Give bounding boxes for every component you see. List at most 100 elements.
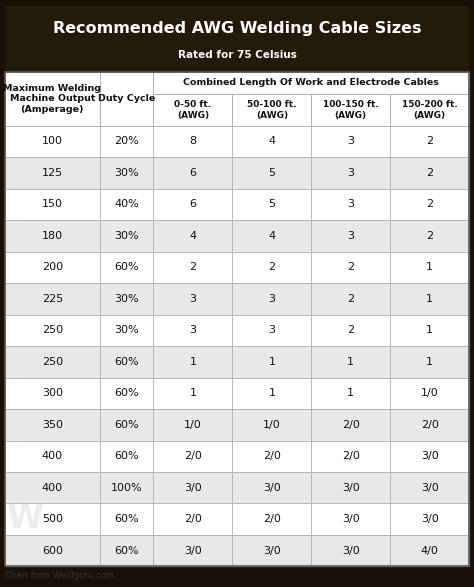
Text: 1: 1 xyxy=(426,357,433,367)
Text: 2/0: 2/0 xyxy=(263,514,281,524)
Bar xyxy=(232,252,311,283)
Bar xyxy=(5,377,100,409)
Bar xyxy=(311,346,390,377)
Bar xyxy=(390,440,469,472)
Text: 150-200 ft.
(AWG): 150-200 ft. (AWG) xyxy=(402,100,458,120)
Bar xyxy=(232,283,311,315)
Text: 2: 2 xyxy=(426,231,433,241)
Bar xyxy=(154,440,232,472)
Text: 3: 3 xyxy=(347,136,354,146)
Text: 2: 2 xyxy=(347,294,355,304)
Text: 180: 180 xyxy=(42,231,63,241)
Text: 2: 2 xyxy=(426,168,433,178)
Text: Combined Length Of Work and Electrode Cables: Combined Length Of Work and Electrode Ca… xyxy=(183,79,439,87)
Bar xyxy=(5,535,100,566)
Bar xyxy=(154,472,232,504)
Text: 3: 3 xyxy=(347,168,354,178)
Text: 400: 400 xyxy=(42,483,63,492)
Bar xyxy=(311,220,390,252)
Bar xyxy=(311,283,390,315)
Text: 1/0: 1/0 xyxy=(184,420,202,430)
Bar xyxy=(5,472,100,504)
Text: 1/0: 1/0 xyxy=(263,420,281,430)
Text: 60%: 60% xyxy=(114,357,139,367)
Bar xyxy=(5,315,100,346)
Text: 125: 125 xyxy=(42,168,63,178)
Text: 100-150 ft.
(AWG): 100-150 ft. (AWG) xyxy=(323,100,379,120)
Bar xyxy=(5,72,469,566)
Text: 2/0: 2/0 xyxy=(421,420,439,430)
Bar xyxy=(311,377,390,409)
Bar xyxy=(311,504,390,535)
Bar xyxy=(5,72,469,566)
Text: 40%: 40% xyxy=(114,200,139,210)
Bar xyxy=(100,283,154,315)
Bar xyxy=(311,409,390,440)
Text: 3/0: 3/0 xyxy=(342,483,360,492)
Text: 2/0: 2/0 xyxy=(263,451,281,461)
Text: 60%: 60% xyxy=(114,420,139,430)
Bar xyxy=(5,409,100,440)
Bar xyxy=(232,409,311,440)
Bar xyxy=(311,157,390,188)
Bar xyxy=(100,346,154,377)
Bar xyxy=(390,283,469,315)
Text: 30%: 30% xyxy=(114,294,139,304)
Text: 3/0: 3/0 xyxy=(421,451,438,461)
Text: 600: 600 xyxy=(42,546,63,556)
Text: 5: 5 xyxy=(268,168,275,178)
Text: 3/0: 3/0 xyxy=(421,514,438,524)
Bar xyxy=(5,188,100,220)
Bar xyxy=(5,157,100,188)
Bar xyxy=(390,377,469,409)
Bar xyxy=(390,220,469,252)
Bar xyxy=(100,188,154,220)
Text: 250: 250 xyxy=(42,325,63,335)
Bar xyxy=(154,220,232,252)
Text: 8: 8 xyxy=(189,136,196,146)
Text: 1: 1 xyxy=(268,357,275,367)
Text: 3/0: 3/0 xyxy=(421,483,438,492)
Text: 3: 3 xyxy=(268,325,275,335)
Bar xyxy=(232,220,311,252)
Bar xyxy=(154,409,232,440)
Bar xyxy=(100,157,154,188)
Bar xyxy=(390,95,469,126)
Text: 225: 225 xyxy=(42,294,63,304)
Text: 2/0: 2/0 xyxy=(342,420,360,430)
Bar xyxy=(154,346,232,377)
Text: 1: 1 xyxy=(190,357,196,367)
Text: 6: 6 xyxy=(190,168,196,178)
Bar xyxy=(100,72,154,126)
Text: 3/0: 3/0 xyxy=(263,546,281,556)
Text: 3: 3 xyxy=(347,200,354,210)
Bar xyxy=(390,188,469,220)
Bar xyxy=(100,252,154,283)
Text: 1/0: 1/0 xyxy=(421,388,438,398)
Text: 2: 2 xyxy=(347,325,355,335)
Bar xyxy=(154,188,232,220)
Bar xyxy=(154,504,232,535)
Bar xyxy=(154,157,232,188)
Text: 2: 2 xyxy=(189,262,196,272)
Text: 150: 150 xyxy=(42,200,63,210)
Text: Maximum Welding
Machine Output
(Amperage): Maximum Welding Machine Output (Amperage… xyxy=(3,84,101,113)
Text: 1: 1 xyxy=(347,357,354,367)
Bar xyxy=(232,472,311,504)
Text: 30%: 30% xyxy=(114,168,139,178)
Bar xyxy=(390,126,469,157)
Bar xyxy=(154,535,232,566)
Bar xyxy=(5,283,100,315)
Bar xyxy=(5,6,469,72)
Text: 60%: 60% xyxy=(114,451,139,461)
Bar xyxy=(311,440,390,472)
Bar xyxy=(100,535,154,566)
Text: 100: 100 xyxy=(42,136,63,146)
Text: 0-50 ft.
(AWG): 0-50 ft. (AWG) xyxy=(174,100,211,120)
Text: Recommended AWG Welding Cable Sizes: Recommended AWG Welding Cable Sizes xyxy=(53,21,421,36)
Text: 1: 1 xyxy=(426,294,433,304)
Bar xyxy=(100,220,154,252)
Bar xyxy=(311,126,390,157)
Bar xyxy=(154,283,232,315)
Bar xyxy=(311,535,390,566)
